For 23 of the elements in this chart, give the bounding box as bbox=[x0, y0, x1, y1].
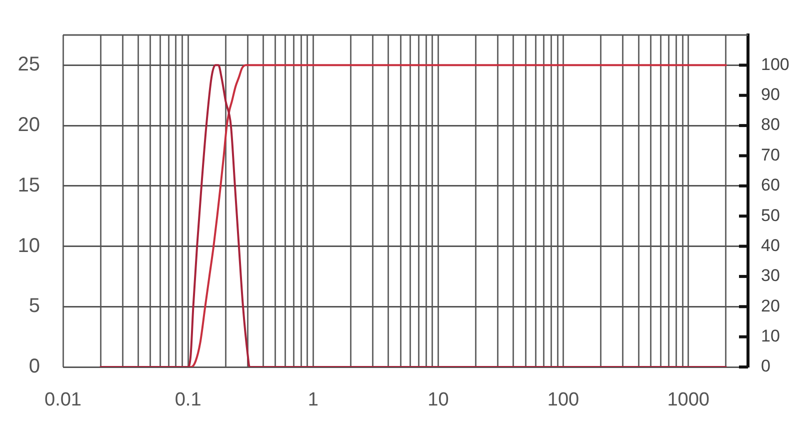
x-tick-label: 1 bbox=[308, 390, 318, 411]
y2-tick-label: 70 bbox=[761, 145, 780, 164]
y-tick-label: 15 bbox=[18, 174, 40, 196]
y-tick-label: 5 bbox=[28, 295, 40, 318]
y2-tick-label: 40 bbox=[761, 236, 780, 255]
y-tick-label: 10 bbox=[18, 234, 40, 257]
y2-tick-label: 60 bbox=[761, 176, 780, 195]
y2-tick-label: 80 bbox=[761, 115, 780, 134]
y2-tick-label: 30 bbox=[761, 266, 780, 286]
y2-tick-label: 0 bbox=[761, 356, 770, 376]
y-tick-label: 25 bbox=[18, 54, 40, 76]
y2-tick-label: 50 bbox=[761, 206, 780, 225]
y2-tick-label: 90 bbox=[761, 85, 780, 104]
x-tick-label: 100 bbox=[547, 390, 580, 411]
y-tick-label: 20 bbox=[18, 114, 40, 136]
x-tick-label: 10 bbox=[428, 390, 449, 411]
x-tick-label: 0.01 bbox=[44, 390, 82, 411]
y2-tick-label: 10 bbox=[761, 326, 780, 346]
x-tick-label: 1000 bbox=[667, 390, 710, 411]
x-tick-label: 0.1 bbox=[174, 390, 202, 411]
y-tick-label: 0 bbox=[28, 356, 40, 378]
y2-tick-label: 100 bbox=[761, 54, 790, 74]
y2-tick-label: 20 bbox=[761, 296, 780, 316]
